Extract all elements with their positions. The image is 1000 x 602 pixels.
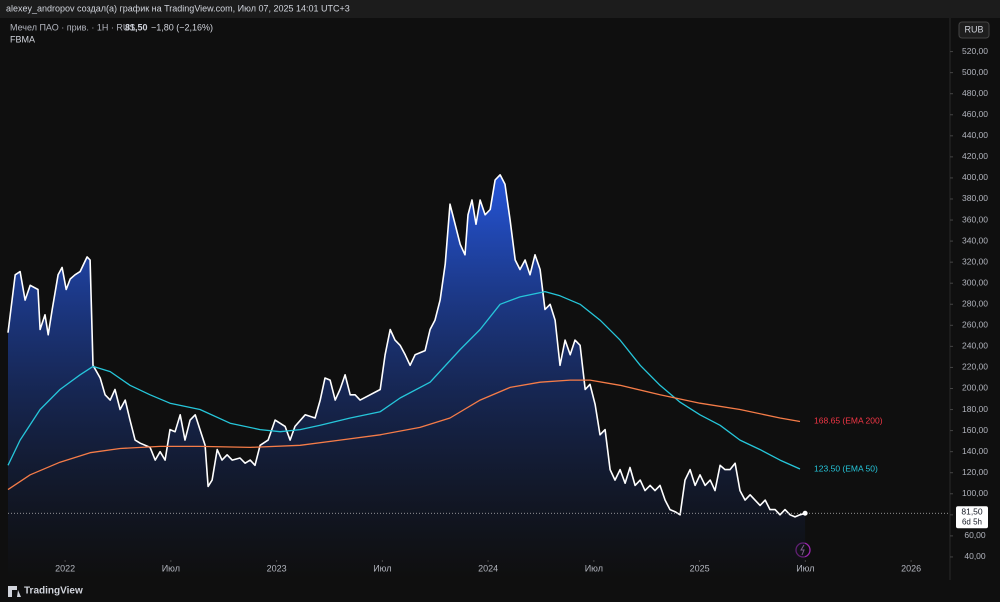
y-tick-label: 160,00 xyxy=(962,425,988,435)
x-tick-label: 2024 xyxy=(478,563,498,573)
y-tick-label: 260,00 xyxy=(962,320,988,330)
y-tick-label: 360,00 xyxy=(962,214,988,224)
y-tick-label: 280,00 xyxy=(962,299,988,309)
y-tick-label: 320,00 xyxy=(962,256,988,266)
brand-logo xyxy=(8,586,21,597)
last-price: 81,50 xyxy=(125,22,148,32)
price-tag-countdown: 6d 5h xyxy=(962,517,982,526)
y-tick-label: 460,00 xyxy=(962,109,988,119)
ema-end-label: 168.65 (EMA 200) xyxy=(814,416,883,426)
change: −1,80 (−2,16%) xyxy=(151,22,213,32)
y-tick-label: 420,00 xyxy=(962,151,988,161)
y-tick-label: 480,00 xyxy=(962,88,988,98)
y-tick-label: 180,00 xyxy=(962,404,988,414)
y-tick-label: 140,00 xyxy=(962,446,988,456)
ema-line xyxy=(7,290,801,470)
y-tick-label: 440,00 xyxy=(962,130,988,140)
currency: RUB xyxy=(964,24,983,34)
y-tick-label: 500,00 xyxy=(962,67,988,77)
y-tick-label: 40,00 xyxy=(964,551,986,561)
x-tick-label: Июл xyxy=(373,563,391,573)
price-tag xyxy=(956,506,988,529)
y-tick-label: 200,00 xyxy=(962,383,988,393)
symbol-label: Мечел ПАО · прив. · 1H · RUS xyxy=(10,22,135,32)
y-tick-label: 240,00 xyxy=(962,341,988,351)
price-tag-value: 81,50 xyxy=(961,507,983,517)
ema-line xyxy=(7,379,801,491)
x-tick-label: Июл xyxy=(796,563,814,573)
x-tick-label: Июл xyxy=(585,563,603,573)
x-tick-label: 2023 xyxy=(267,563,287,573)
y-tick-label: 520,00 xyxy=(962,46,988,56)
y-tick-label: 380,00 xyxy=(962,193,988,203)
y-tick-label: 120,00 xyxy=(962,467,988,477)
y-tick-label: 400,00 xyxy=(962,172,988,182)
x-tick-label: 2026 xyxy=(901,563,921,573)
attribution: alexey_andropov создал(а) график на Trad… xyxy=(6,3,350,13)
y-tick-label: 300,00 xyxy=(962,277,988,287)
x-tick-label: 2022 xyxy=(55,563,75,573)
indicator-label: FBMA xyxy=(10,34,35,44)
brand: TradingView xyxy=(24,586,83,597)
y-tick-label: 340,00 xyxy=(962,235,988,245)
y-tick-label: 60,00 xyxy=(964,530,986,540)
x-tick-label: 2025 xyxy=(690,563,710,573)
ema-end-label: 123.50 (EMA 50) xyxy=(814,463,878,473)
last-point xyxy=(802,510,808,516)
y-tick-label: 100,00 xyxy=(962,488,988,498)
x-tick-label: Июл xyxy=(162,563,180,573)
top-bar xyxy=(0,0,1000,18)
bottom-bar xyxy=(0,580,1000,602)
y-tick-label: 220,00 xyxy=(962,362,988,372)
currency-button[interactable] xyxy=(958,21,990,39)
